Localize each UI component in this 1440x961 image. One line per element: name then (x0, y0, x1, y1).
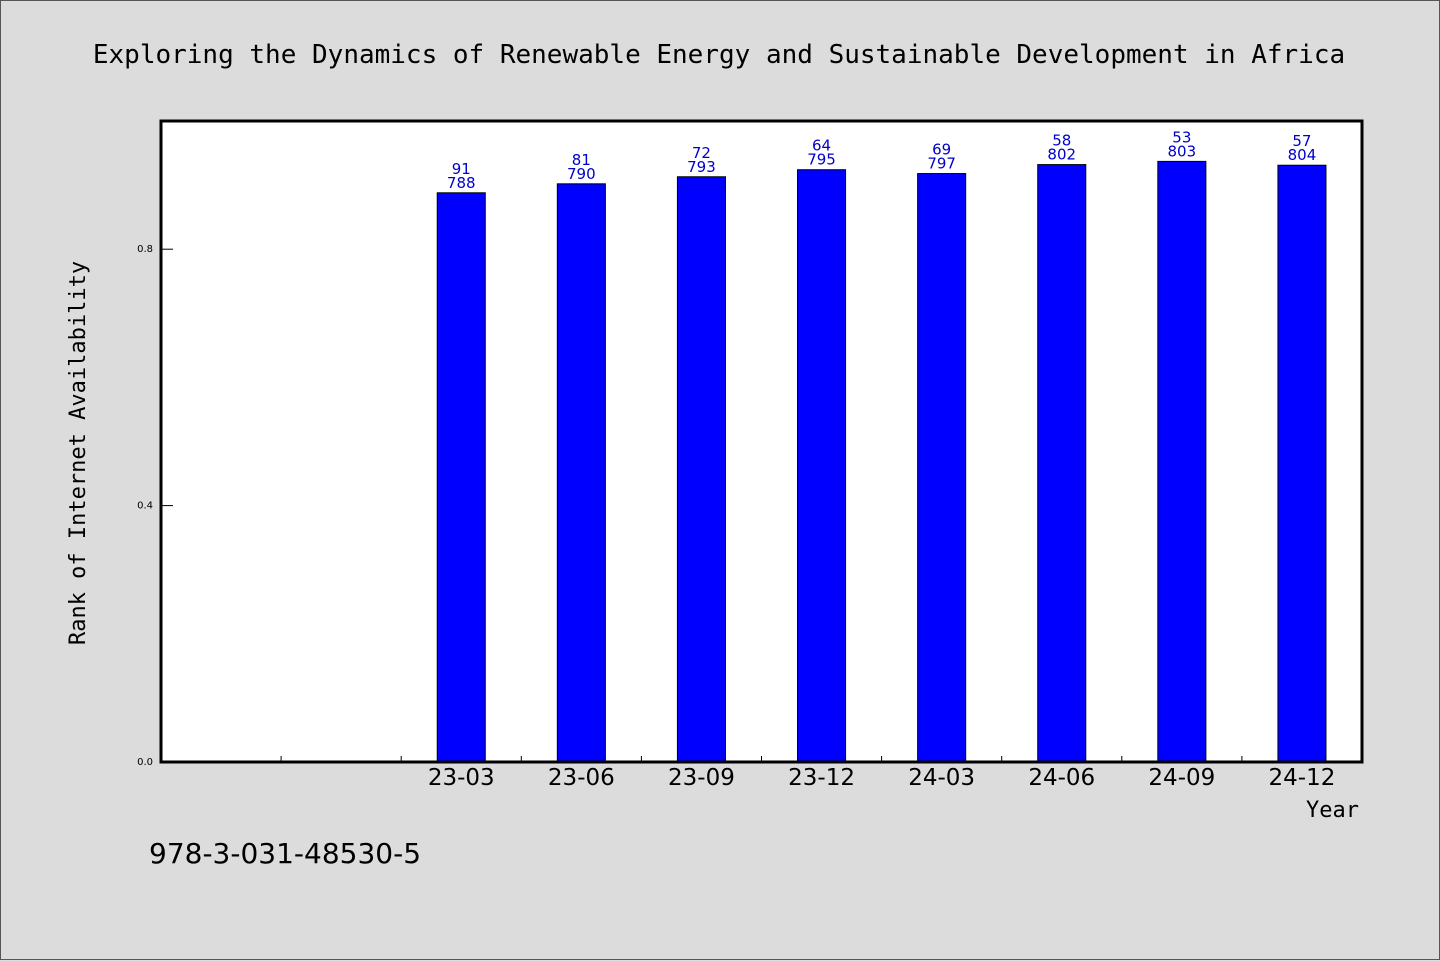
data-label-rank: 53 (1172, 128, 1191, 146)
x-tick-label: 23-12 (788, 765, 855, 791)
data-label-rank: 57 (1292, 132, 1311, 150)
data-label-rank: 58 (1052, 132, 1071, 150)
x-tick-label: 24-09 (1148, 765, 1215, 791)
bar-23-03 (436, 192, 486, 763)
y-tick-label: 0.8 (137, 244, 153, 255)
x-axis-label: Year (1306, 798, 1359, 823)
bar-24-12 (1277, 164, 1327, 763)
data-label-value: 802 (1047, 146, 1076, 164)
data-label-rank: 69 (932, 141, 951, 159)
data-label-value: 804 (1288, 146, 1317, 164)
bar-24-03 (917, 173, 967, 763)
chart-title: Exploring the Dynamics of Renewable Ener… (93, 40, 1345, 70)
data-label-rank: 72 (692, 144, 711, 162)
data-label-rank: 91 (452, 160, 471, 178)
y-axis-label: Rank of Internet Availability (66, 261, 91, 645)
x-axis-ticks: 23-03 23-06 23-09 23-12 24-03 24-06 24-09 24-12 (280, 756, 1336, 791)
bar-23-06 (556, 183, 606, 763)
bar-23-09 (676, 176, 726, 763)
x-tick-label: 24-06 (1028, 765, 1095, 791)
x-tick-label: 24-12 (1269, 765, 1336, 791)
y-tick-label: 0.4 (137, 501, 153, 512)
data-label-value: 795 (807, 151, 836, 169)
x-tick-label: 23-09 (668, 765, 735, 791)
x-tick-label: 23-03 (428, 765, 495, 791)
isbn-footer: 978-3-031-48530-5 (149, 837, 421, 870)
data-label-rank: 81 (572, 151, 591, 169)
x-tick-label: 23-06 (548, 765, 615, 791)
x-tick-label: 24-03 (908, 765, 975, 791)
y-tick-label: 0.0 (137, 757, 153, 768)
bar-24-09 (1157, 160, 1207, 763)
data-label-value: 788 (447, 174, 476, 192)
data-label-value: 803 (1168, 142, 1197, 160)
data-label-value: 793 (687, 158, 716, 176)
bar-24-06 (1037, 164, 1087, 763)
data-label-rank: 64 (812, 137, 831, 155)
plot-border (159, 119, 1364, 764)
data-label-value: 790 (567, 165, 596, 183)
bar-23-12 (797, 169, 847, 763)
bars-layer (436, 160, 1327, 763)
data-label-value: 797 (927, 155, 956, 173)
